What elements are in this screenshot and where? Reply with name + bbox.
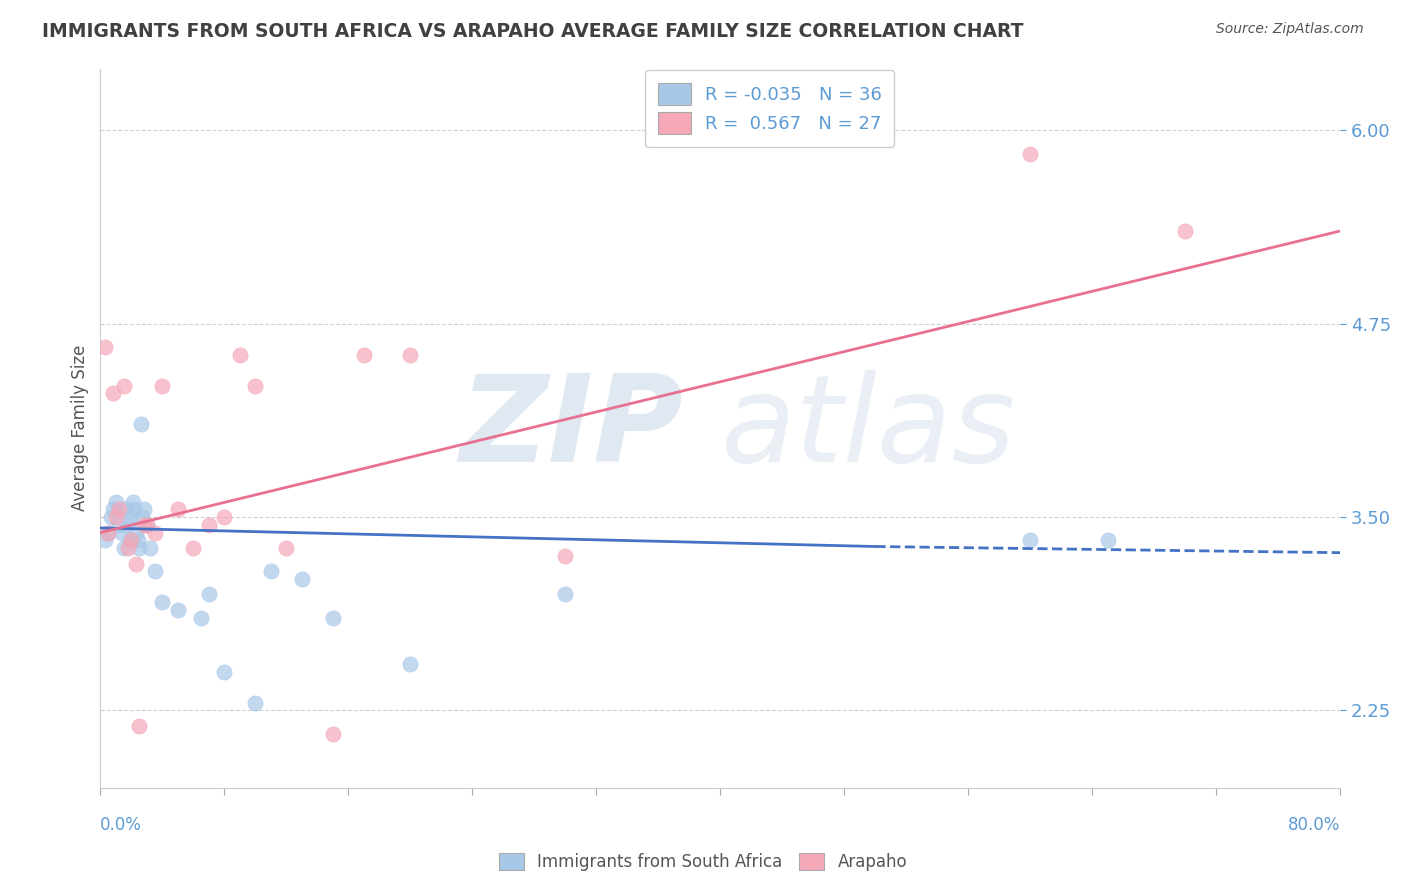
Y-axis label: Average Family Size: Average Family Size xyxy=(72,345,89,511)
Point xyxy=(139,541,162,555)
Text: ZIP: ZIP xyxy=(460,369,683,487)
Point xyxy=(353,348,375,362)
Point xyxy=(166,603,188,617)
Point xyxy=(127,533,149,548)
Point xyxy=(117,541,139,555)
Point xyxy=(150,595,173,609)
Point xyxy=(124,502,146,516)
Legend: Immigrants from South Africa, Arapaho: Immigrants from South Africa, Arapaho xyxy=(491,845,915,880)
Point xyxy=(214,510,236,524)
Point xyxy=(554,549,576,563)
Text: IMMIGRANTS FROM SOUTH AFRICA VS ARAPAHO AVERAGE FAMILY SIZE CORRELATION CHART: IMMIGRANTS FROM SOUTH AFRICA VS ARAPAHO … xyxy=(42,22,1024,41)
Point xyxy=(260,564,283,578)
Point xyxy=(229,348,252,362)
Point xyxy=(143,564,166,578)
Point xyxy=(100,510,122,524)
Point xyxy=(122,494,145,508)
Point xyxy=(114,502,136,516)
Point xyxy=(1019,533,1042,548)
Point xyxy=(117,517,139,532)
Point xyxy=(104,510,127,524)
Point xyxy=(120,510,142,524)
Point xyxy=(245,696,267,710)
Point xyxy=(399,657,422,671)
Point xyxy=(132,517,155,532)
Text: Source: ZipAtlas.com: Source: ZipAtlas.com xyxy=(1216,22,1364,37)
Point xyxy=(276,541,298,555)
Point xyxy=(112,541,135,555)
Point xyxy=(108,502,131,516)
Point xyxy=(125,525,148,540)
Point xyxy=(143,525,166,540)
Point xyxy=(322,610,344,624)
Point xyxy=(101,386,124,401)
Point xyxy=(120,533,142,548)
Point xyxy=(131,510,153,524)
Point xyxy=(198,517,221,532)
Point xyxy=(118,533,141,548)
Point xyxy=(399,348,422,362)
Point xyxy=(214,665,236,679)
Point xyxy=(135,517,157,532)
Point xyxy=(128,719,150,733)
Point xyxy=(104,494,127,508)
Point xyxy=(183,541,205,555)
Point xyxy=(554,587,576,601)
Point xyxy=(125,557,148,571)
Point xyxy=(132,502,155,516)
Point xyxy=(135,517,157,532)
Point xyxy=(198,587,221,601)
Point xyxy=(101,502,124,516)
Point xyxy=(97,525,120,540)
Point xyxy=(190,610,212,624)
Point xyxy=(291,572,314,586)
Text: 0.0%: 0.0% xyxy=(100,815,142,834)
Point xyxy=(112,378,135,392)
Point xyxy=(94,340,117,354)
Point xyxy=(129,417,152,432)
Point xyxy=(150,378,173,392)
Point xyxy=(1097,533,1119,548)
Point xyxy=(322,727,344,741)
Text: 80.0%: 80.0% xyxy=(1288,815,1340,834)
Point xyxy=(94,533,117,548)
Text: atlas: atlas xyxy=(721,369,1017,487)
Point xyxy=(97,525,120,540)
Point xyxy=(108,517,131,532)
Point xyxy=(1019,146,1042,161)
Point xyxy=(1174,224,1197,238)
Point xyxy=(166,502,188,516)
Point xyxy=(128,541,150,555)
Point xyxy=(245,378,267,392)
Legend: R = -0.035   N = 36, R =  0.567   N = 27: R = -0.035 N = 36, R = 0.567 N = 27 xyxy=(645,70,894,147)
Point xyxy=(111,525,134,540)
